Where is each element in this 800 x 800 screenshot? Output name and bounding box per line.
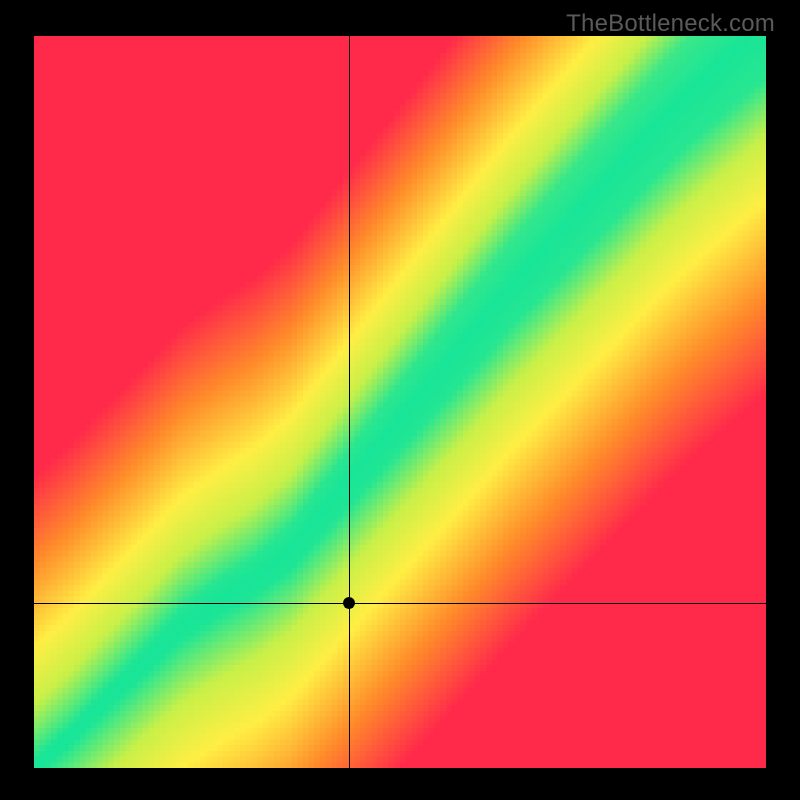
crosshair-marker	[342, 596, 356, 610]
heatmap-chart	[34, 36, 766, 768]
chart-container: { "watermark": { "text": "TheBottleneck.…	[0, 0, 800, 800]
watermark-text: TheBottleneck.com	[566, 10, 775, 38]
heatmap-canvas	[34, 36, 766, 768]
crosshair-horizontal	[34, 603, 766, 604]
crosshair-vertical	[349, 36, 350, 768]
